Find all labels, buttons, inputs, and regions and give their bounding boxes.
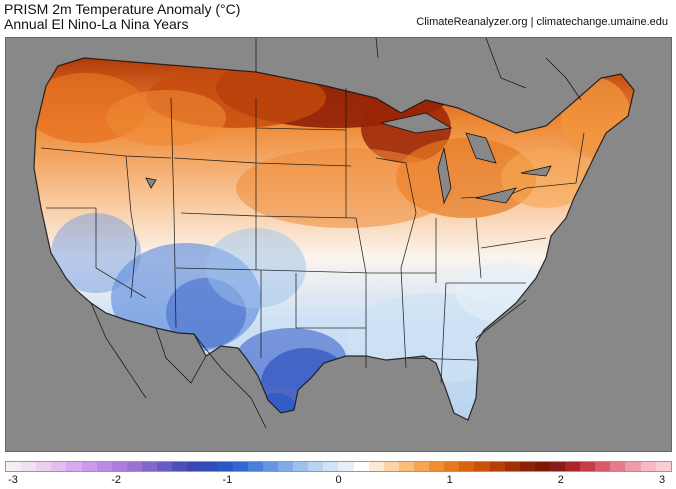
legend-colorbar	[5, 461, 672, 472]
colorbar-swatch	[81, 462, 97, 471]
colorbar-tick-label: 1	[446, 474, 453, 486]
colorbar-swatch	[338, 462, 354, 471]
colorbar-swatch	[36, 462, 52, 471]
colorbar-swatch	[655, 462, 671, 471]
colorbar-swatch	[66, 462, 82, 471]
great-lakes	[145, 112, 552, 205]
legend-ticks: -3 -2 -1 0 1 2 3	[5, 474, 672, 488]
colorbar-swatch	[444, 462, 460, 471]
colorbar-swatch	[353, 462, 369, 471]
colorbar-swatch	[202, 462, 218, 471]
title-line-1: PRISM 2m Temperature Anomaly (°C)	[4, 1, 241, 17]
colorbar-tick-label: 3	[658, 474, 666, 486]
colorbar-swatch	[262, 462, 278, 471]
credit-text: ClimateReanalyzer.org | climatechange.um…	[416, 16, 668, 28]
colorbar-swatch	[489, 462, 505, 471]
colorbar-swatch	[172, 462, 188, 471]
colorbar-swatch	[277, 462, 294, 471]
anomaly-map	[5, 37, 672, 452]
colorbar-swatch	[308, 462, 324, 471]
colorbar-swatch	[413, 462, 430, 471]
colorbar-swatch	[504, 462, 520, 471]
colorbar-swatch	[111, 462, 127, 471]
colorbar-swatch	[141, 462, 158, 471]
colorbar-swatch	[534, 462, 550, 471]
map-title: PRISM 2m Temperature Anomaly (°C) Annual…	[4, 2, 240, 32]
colorbar-swatch	[429, 462, 445, 471]
colorbar-tick-label: -2	[111, 474, 122, 486]
colorbar-swatch	[6, 462, 22, 471]
international-borders	[90, 38, 582, 429]
colorbar-swatch	[595, 462, 611, 471]
colorbar-swatch	[459, 462, 475, 471]
title-line-2: Annual El Nino-La Nina Years	[4, 16, 189, 32]
colorbar-swatch	[519, 462, 535, 471]
colorbar-swatch	[126, 462, 142, 471]
colorbar-swatch	[368, 462, 384, 471]
colorbar-swatch	[247, 462, 263, 471]
colorbar-tick-label: 0	[335, 474, 342, 486]
colorbar-swatch	[293, 462, 309, 471]
colorbar-tick-label: 2	[557, 474, 564, 486]
colorbar-swatch	[232, 462, 248, 471]
colorbar-swatch	[580, 462, 596, 471]
us-anomaly-map-svg	[33, 38, 635, 429]
colorbar-swatch	[21, 462, 37, 471]
colorbar-swatch	[474, 462, 490, 471]
colorbar-tick-label: -1	[222, 474, 233, 486]
colorbar-swatch	[187, 462, 203, 471]
colorbar-swatch	[640, 462, 656, 471]
colorbar-swatch	[625, 462, 641, 471]
colorbar-tick-label: -3	[8, 474, 18, 486]
colorbar-swatch	[51, 462, 67, 471]
colorbar-swatch	[549, 462, 566, 471]
colorbar-swatch	[157, 462, 173, 471]
state-borders	[33, 57, 635, 421]
colorbar-swatch	[217, 462, 233, 471]
colorbar-swatch	[96, 462, 112, 471]
colorbar-swatch	[610, 462, 626, 471]
colorbar-swatch	[398, 462, 414, 471]
colorbar-swatch	[565, 462, 581, 471]
colorbar-swatch	[383, 462, 399, 471]
colorbar-swatch	[323, 462, 339, 471]
